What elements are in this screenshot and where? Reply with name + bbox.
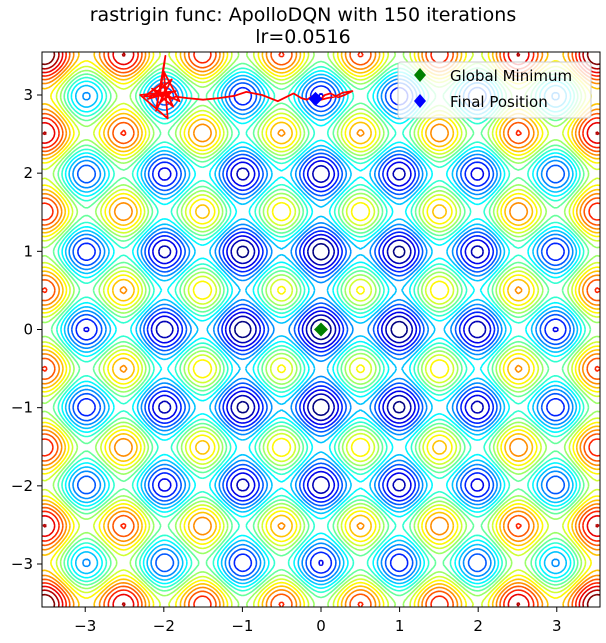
x-tick-label: −2 [153, 617, 175, 635]
y-axis: −3 −2 −1 0 1 2 3 [11, 86, 42, 573]
legend-final-position-label: Final Position [450, 93, 548, 111]
contour-level-2 [155, 164, 487, 495]
x-tick-label: 3 [552, 617, 562, 635]
trajectory-layer [139, 55, 354, 120]
x-tick-label: −1 [231, 617, 253, 635]
y-tick-label: −3 [11, 555, 33, 573]
legend-global-minimum-marker [414, 68, 426, 82]
contour-level-6 [67, 77, 575, 582]
marker-layer [308, 91, 328, 337]
y-tick-label: 2 [23, 164, 33, 182]
legend: Global Minimum Final Position [397, 61, 592, 119]
legend-box [397, 61, 592, 119]
legend-global-minimum-label: Global Minimum [450, 67, 572, 85]
global-minimum-marker [314, 322, 328, 337]
contour-level-3 [83, 92, 559, 567]
contour-level-10 [50, 60, 592, 599]
y-tick-label: −1 [11, 399, 33, 417]
x-tick-label: −3 [74, 617, 96, 635]
x-axis: −3 −2 −1 0 1 2 3 [74, 607, 562, 635]
contour-level-5 [70, 80, 572, 579]
chart-subtitle: lr=0.0516 [255, 26, 351, 48]
x-tick-label: 0 [316, 617, 326, 635]
legend-final-position-marker [414, 94, 426, 108]
x-tick-label: 1 [395, 617, 405, 635]
contour-level-20 [42, 52, 600, 607]
final-position-marker [308, 91, 323, 106]
optimizer-trajectory [139, 55, 354, 120]
y-tick-label: 3 [23, 86, 33, 104]
contour-level-18 [42, 52, 600, 607]
contour-level-17 [42, 52, 600, 607]
y-tick-label: 1 [23, 242, 33, 260]
y-tick-label: −2 [11, 477, 33, 495]
contour-level-16 [42, 52, 600, 607]
contour-level-1 [234, 242, 408, 417]
contour-level-8 [60, 70, 582, 589]
contour-level-14 [42, 52, 600, 607]
contour-level-7 [63, 73, 579, 586]
contour-level-9 [56, 65, 586, 594]
contour-lines [42, 52, 600, 607]
contour-level-13 [42, 52, 600, 607]
contour-level-4 [75, 85, 567, 574]
chart-title: rastrigin func: ApolloDQN with 150 itera… [89, 4, 517, 26]
y-tick-label: 0 [23, 321, 33, 339]
x-tick-label: 2 [473, 617, 483, 635]
contour-level-11 [42, 52, 600, 607]
